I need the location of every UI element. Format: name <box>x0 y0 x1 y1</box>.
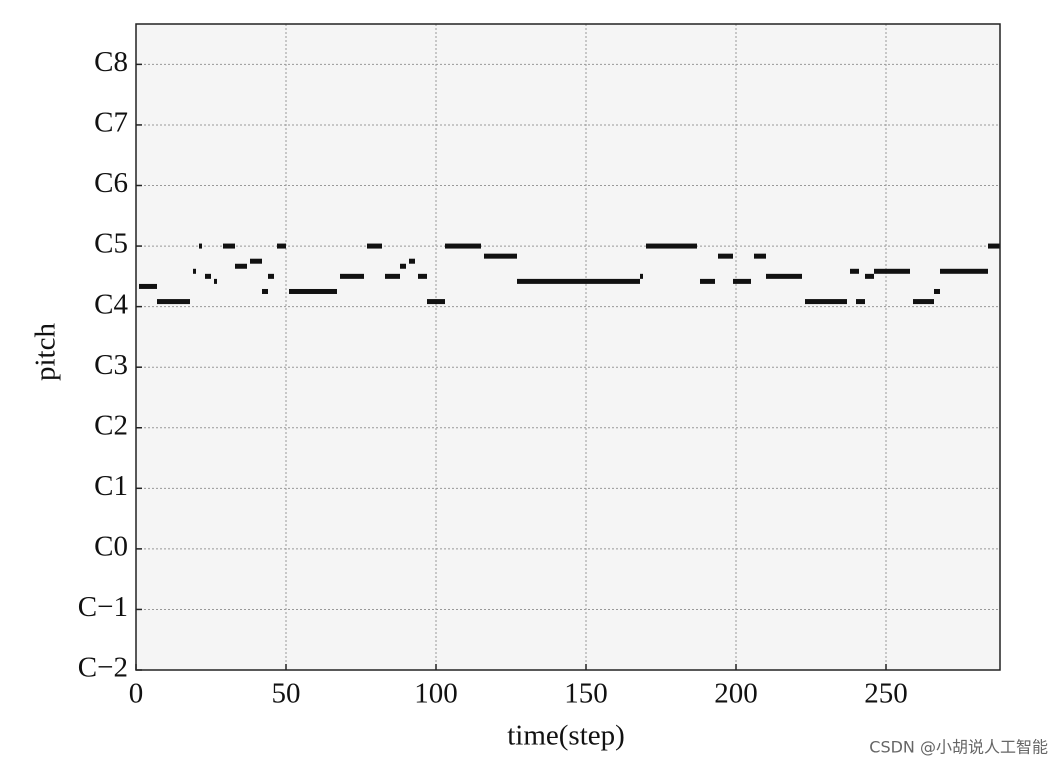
y-tick-label: C7 <box>94 107 128 139</box>
y-tick-label: C−1 <box>78 591 128 623</box>
note <box>517 278 640 284</box>
note <box>199 243 202 249</box>
y-tick-label: C5 <box>94 228 128 260</box>
y-tick-label: C8 <box>94 46 128 78</box>
note <box>157 299 190 305</box>
y-tick-label: C−2 <box>78 652 128 684</box>
x-tick-label: 250 <box>864 678 908 710</box>
watermark: CSDN @小胡说人工智能 <box>869 738 1048 757</box>
note <box>277 243 286 249</box>
note <box>205 273 211 279</box>
x-tick-label: 150 <box>564 678 608 710</box>
note <box>754 253 766 259</box>
note <box>427 299 445 305</box>
note <box>235 263 247 269</box>
note <box>250 258 262 264</box>
note <box>865 273 874 279</box>
x-tick-label: 100 <box>414 678 458 710</box>
note <box>139 283 157 289</box>
note <box>805 299 847 305</box>
y-tick-label: C3 <box>94 349 128 381</box>
note <box>289 288 337 294</box>
y-tick-label: C0 <box>94 531 128 563</box>
note <box>484 253 517 259</box>
note <box>223 243 235 249</box>
note <box>340 273 364 279</box>
note <box>850 268 859 274</box>
note <box>262 288 268 294</box>
note <box>445 243 481 249</box>
y-tick-label: C6 <box>94 167 128 199</box>
x-tick-label: 0 <box>129 678 144 710</box>
note <box>934 288 940 294</box>
note <box>646 243 697 249</box>
note <box>988 243 1000 249</box>
note <box>718 253 733 259</box>
plot-area <box>136 24 1000 670</box>
note <box>409 258 415 264</box>
note <box>367 243 382 249</box>
note <box>766 273 802 279</box>
note <box>940 268 988 274</box>
y-tick-label: C2 <box>94 409 128 441</box>
y-axis-label: pitch <box>30 323 62 381</box>
x-tick-label: 200 <box>714 678 758 710</box>
note <box>640 273 643 279</box>
note <box>214 278 217 284</box>
note <box>268 273 274 279</box>
note <box>418 273 427 279</box>
y-tick-label: C4 <box>94 288 128 320</box>
x-axis-label: time(step) <box>507 720 625 752</box>
note <box>913 299 934 305</box>
note <box>700 278 715 284</box>
y-tick-label: C1 <box>94 470 128 502</box>
plot-frame <box>135 23 1001 671</box>
note <box>193 268 196 274</box>
note <box>856 299 865 305</box>
note <box>385 273 400 279</box>
note <box>400 263 406 269</box>
x-tick-label: 50 <box>272 678 301 710</box>
note <box>733 278 751 284</box>
note <box>874 268 910 274</box>
